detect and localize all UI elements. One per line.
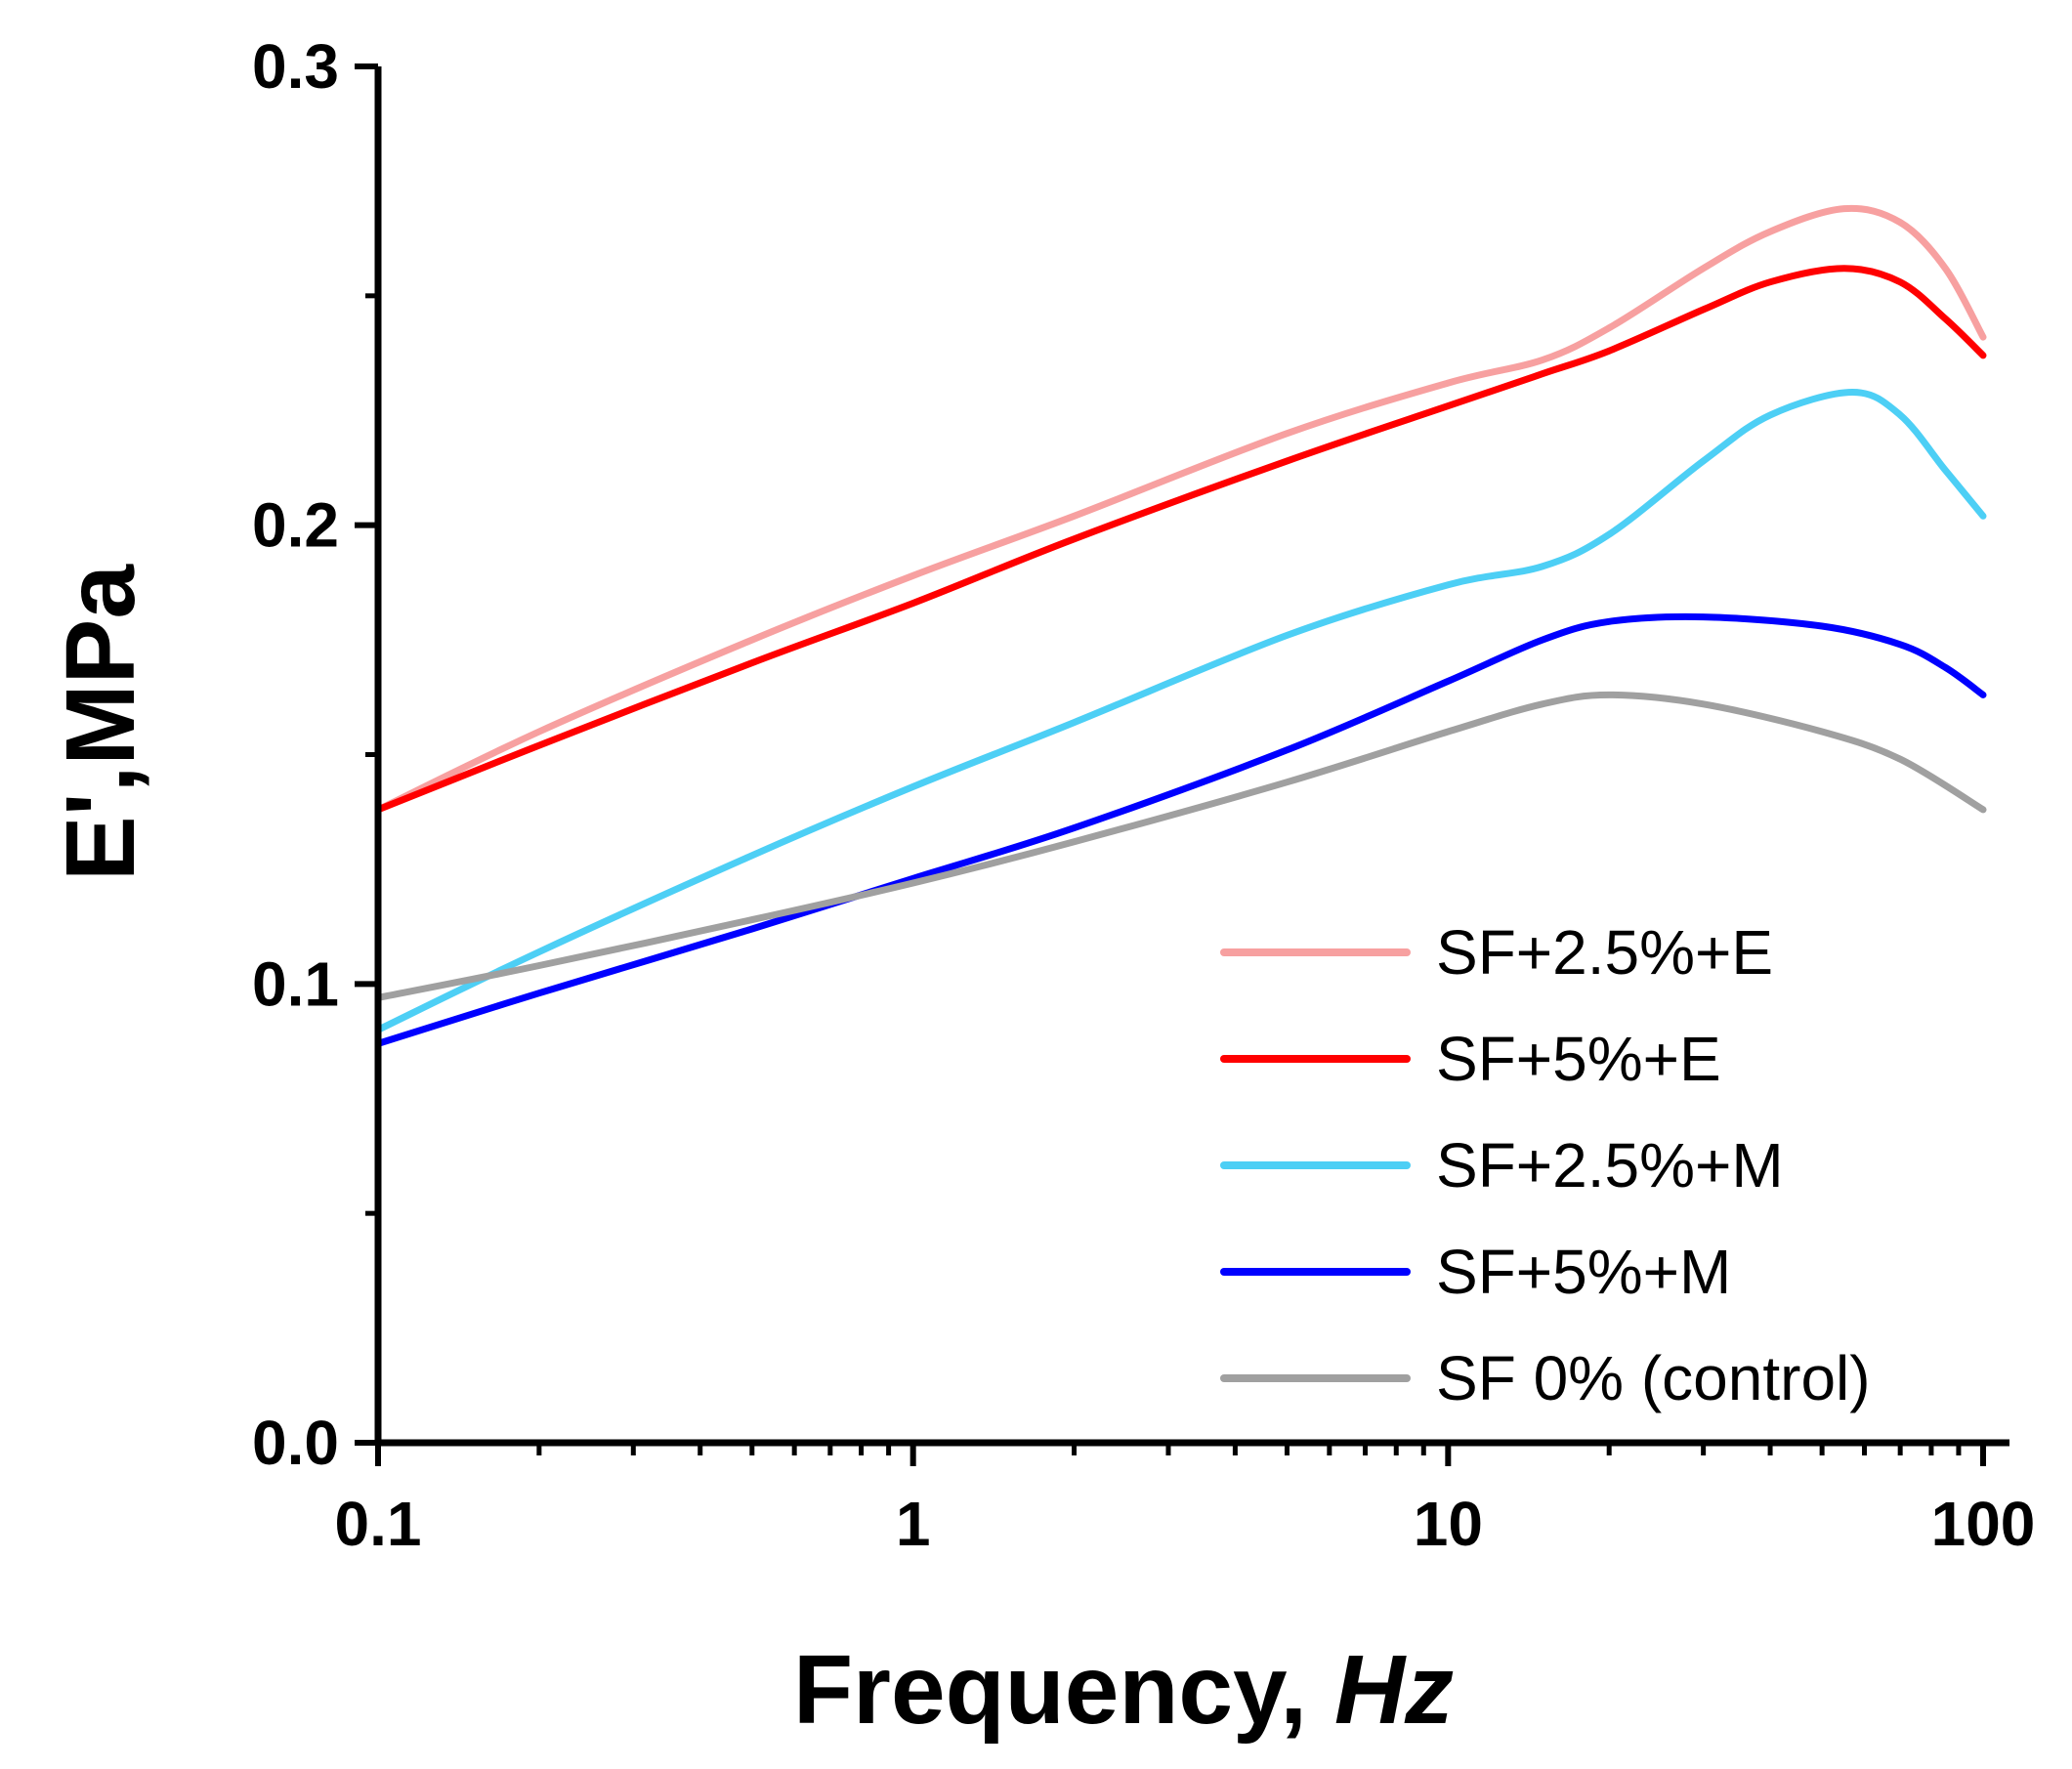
series-line-2 (374, 265, 1987, 814)
x-axis-title: Frequency, Hz (793, 1635, 1454, 1745)
x-tick-label: 100 (1931, 1489, 2036, 1559)
plot-lines (374, 204, 1987, 1047)
x-axis-title-text: Frequency, (793, 1635, 1334, 1745)
legend-label-1: SF+2.5%+E (1436, 917, 1773, 988)
legend-label-5: SF 0% (control) (1436, 1343, 1871, 1413)
series-line-1 (374, 204, 1987, 814)
legend-label-2: SF+5%+E (1436, 1024, 1721, 1094)
legend-label-3: SF+2.5%+M (1436, 1130, 1784, 1200)
x-tick-label: 0.1 (335, 1489, 422, 1559)
y-tick-label: 0.1 (252, 948, 339, 1019)
tick-labels: 0.0 0.1 0.2 0.3 0.1 1 10 100 (252, 31, 2035, 1559)
ticks (355, 63, 1986, 1466)
series-line-4 (374, 612, 1987, 1047)
y-tick-label: 0.2 (252, 490, 339, 561)
y-tick-label: 0.3 (252, 31, 339, 102)
y-tick-label: 0.0 (252, 1408, 339, 1478)
axes (374, 66, 2009, 1447)
x-tick-label: 10 (1414, 1489, 1483, 1559)
x-axis-title-unit: Hz (1334, 1635, 1454, 1745)
legend: SF+2.5%+E SF+5%+E SF+2.5%+M SF+5%+M SF 0% (c… (1220, 917, 1871, 1413)
series-line-5 (374, 691, 1987, 1001)
series-line-3 (374, 389, 1987, 1033)
x-tick-label: 1 (896, 1489, 931, 1559)
legend-label-4: SF+5%+M (1436, 1237, 1731, 1307)
y-axis-title: E',MPa (46, 564, 155, 881)
